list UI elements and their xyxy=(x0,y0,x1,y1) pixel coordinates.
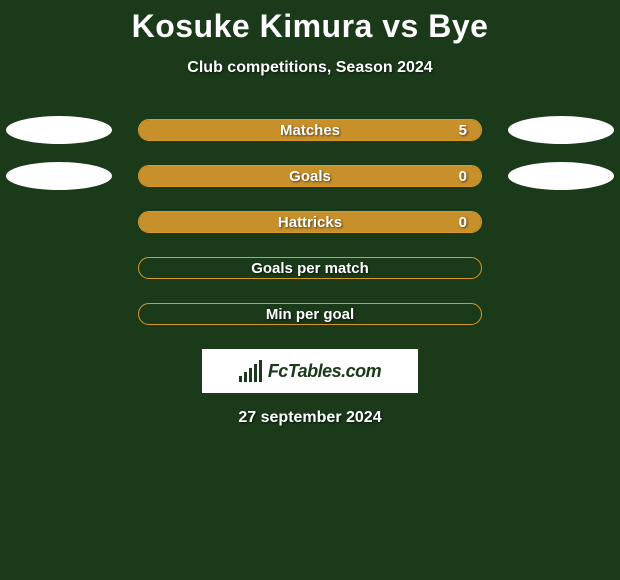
stat-label: Matches xyxy=(280,122,340,139)
stat-bar: Goals per match xyxy=(138,257,482,279)
stat-row: Goals per match xyxy=(0,257,620,279)
stat-row: Min per goal xyxy=(0,303,620,325)
stat-label: Goals xyxy=(289,168,331,185)
stat-value: 5 xyxy=(459,122,467,139)
stat-bar: Goals 0 xyxy=(138,165,482,187)
stats-area: Matches 5 Goals 0 Hattricks 0 Goals per match M… xyxy=(0,119,620,325)
player-marker-right xyxy=(508,162,614,190)
stat-label: Goals per match xyxy=(251,260,369,277)
page-title: Kosuke Kimura vs Bye xyxy=(0,0,620,45)
stat-bar: Hattricks 0 xyxy=(138,211,482,233)
brand-logo: FcTables.com xyxy=(202,349,418,393)
stat-row: Matches 5 xyxy=(0,119,620,141)
player-marker-right xyxy=(508,116,614,144)
stat-row: Hattricks 0 xyxy=(0,211,620,233)
chart-icon xyxy=(239,360,262,382)
player-marker-left xyxy=(6,116,112,144)
stat-bar: Min per goal xyxy=(138,303,482,325)
stat-label: Hattricks xyxy=(278,214,342,231)
stat-bar: Matches 5 xyxy=(138,119,482,141)
stat-value: 0 xyxy=(459,214,467,231)
brand-text: FcTables.com xyxy=(268,361,381,382)
player-marker-left xyxy=(6,162,112,190)
date-caption: 27 september 2024 xyxy=(0,409,620,427)
stat-value: 0 xyxy=(459,168,467,185)
subtitle: Club competitions, Season 2024 xyxy=(0,59,620,77)
stat-label: Min per goal xyxy=(266,306,354,323)
stat-row: Goals 0 xyxy=(0,165,620,187)
